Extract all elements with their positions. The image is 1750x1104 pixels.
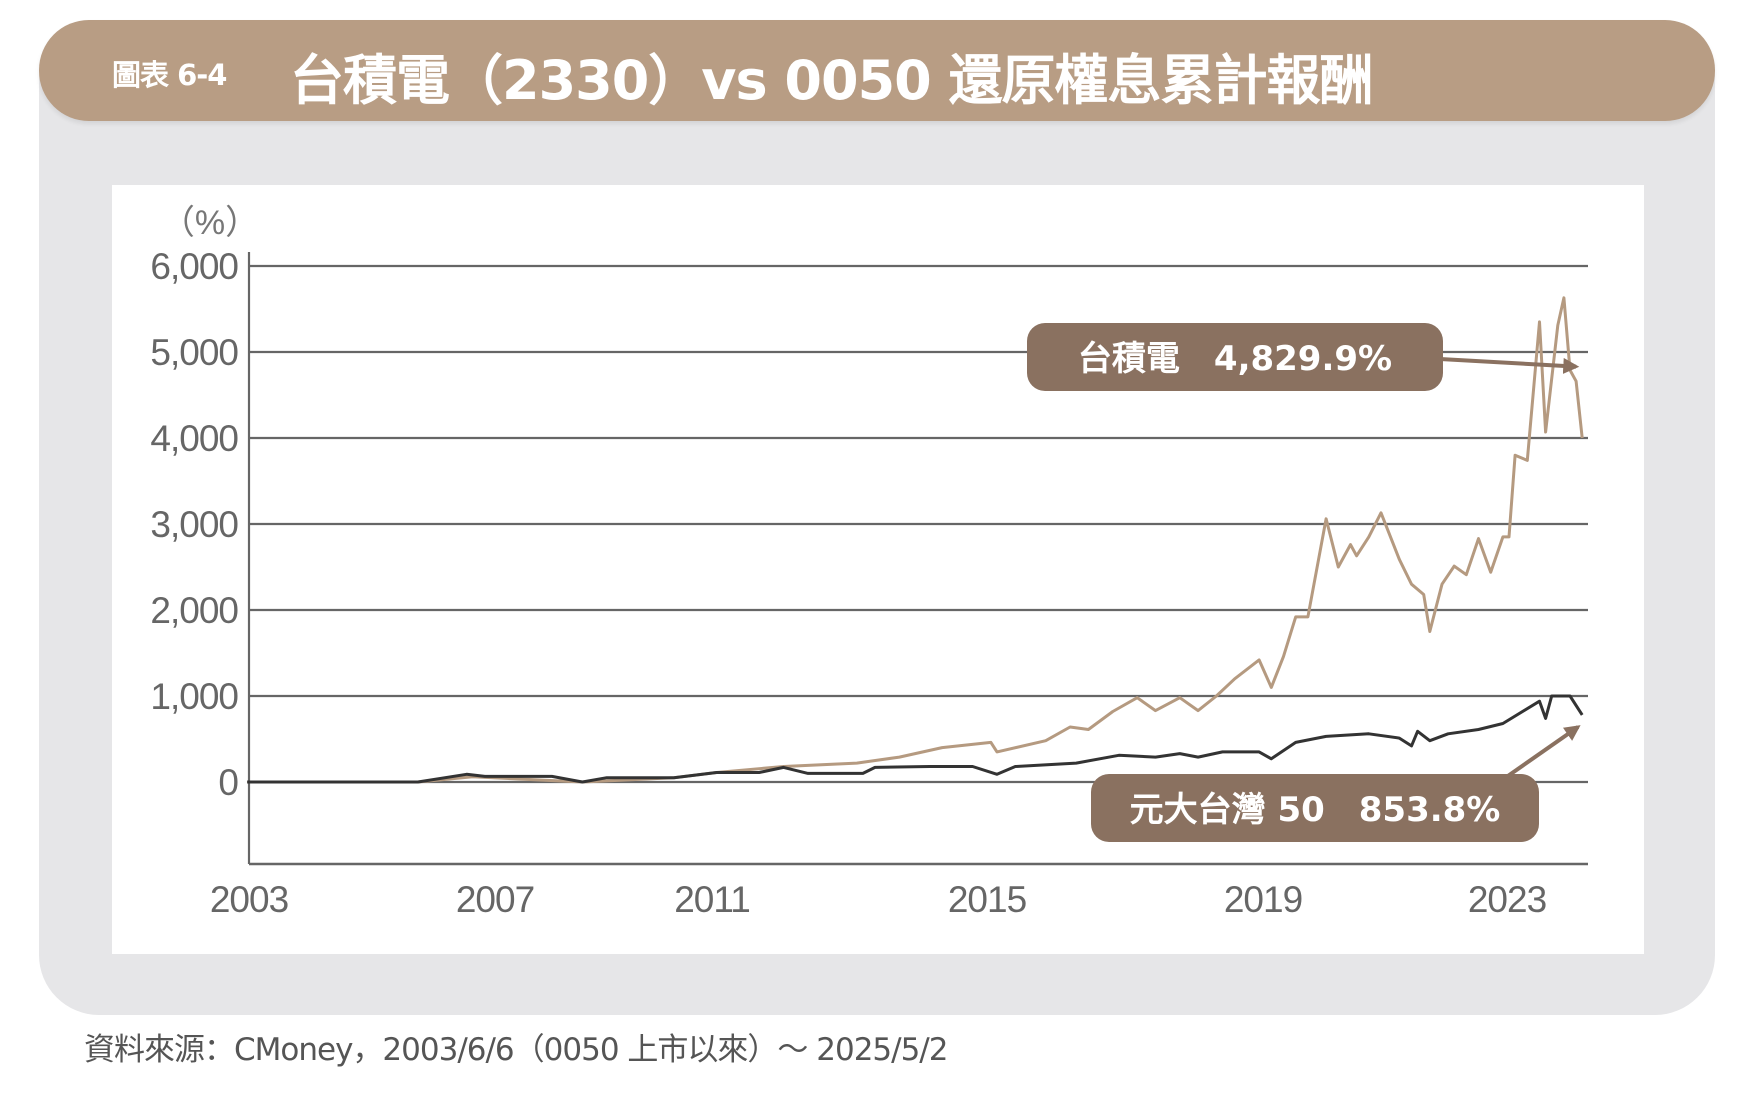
tsmc-callout-box <box>1027 323 1443 391</box>
etf-callout-box <box>1091 774 1539 842</box>
chart-title: 台積電（2330）vs 0050 還原權息累計報酬 <box>290 49 1374 112</box>
etf-callout-arrow <box>1503 725 1581 780</box>
x-tick-label: 2019 <box>1224 879 1302 920</box>
y-axis-unit: （%） <box>161 204 259 242</box>
x-tick-label: 2023 <box>1468 879 1546 920</box>
y-tick-label: 0 <box>218 762 238 803</box>
figure-number: 圖表 6-4 <box>112 58 227 92</box>
y-tick-label: 2,000 <box>150 590 238 631</box>
x-tick-label: 2007 <box>456 879 534 920</box>
y-tick-label: 4,000 <box>150 418 238 459</box>
x-tick-label: 2011 <box>674 879 750 920</box>
tsmc-callout-arrow <box>1439 357 1580 374</box>
x-tick-label: 2003 <box>210 879 288 920</box>
y-tick-label: 5,000 <box>150 332 238 373</box>
y-tick-label: 1,000 <box>150 676 238 717</box>
title-bar <box>39 20 1715 121</box>
series-line-0050 <box>247 694 1584 784</box>
y-tick-label: 6,000 <box>150 246 238 287</box>
etf-callout-label: 元大台灣 50 853.8% <box>1130 790 1501 830</box>
x-tick-label: 2015 <box>948 879 1027 920</box>
series-line-tsmc <box>247 296 1584 784</box>
tsmc-callout-label: 台積電 4,829.9% <box>1078 339 1392 379</box>
y-tick-label: 3,000 <box>150 504 238 545</box>
source-note: 資料來源：CMoney，2003/6/6（0050 上市以來）～ 2025/5/… <box>84 1032 948 1068</box>
